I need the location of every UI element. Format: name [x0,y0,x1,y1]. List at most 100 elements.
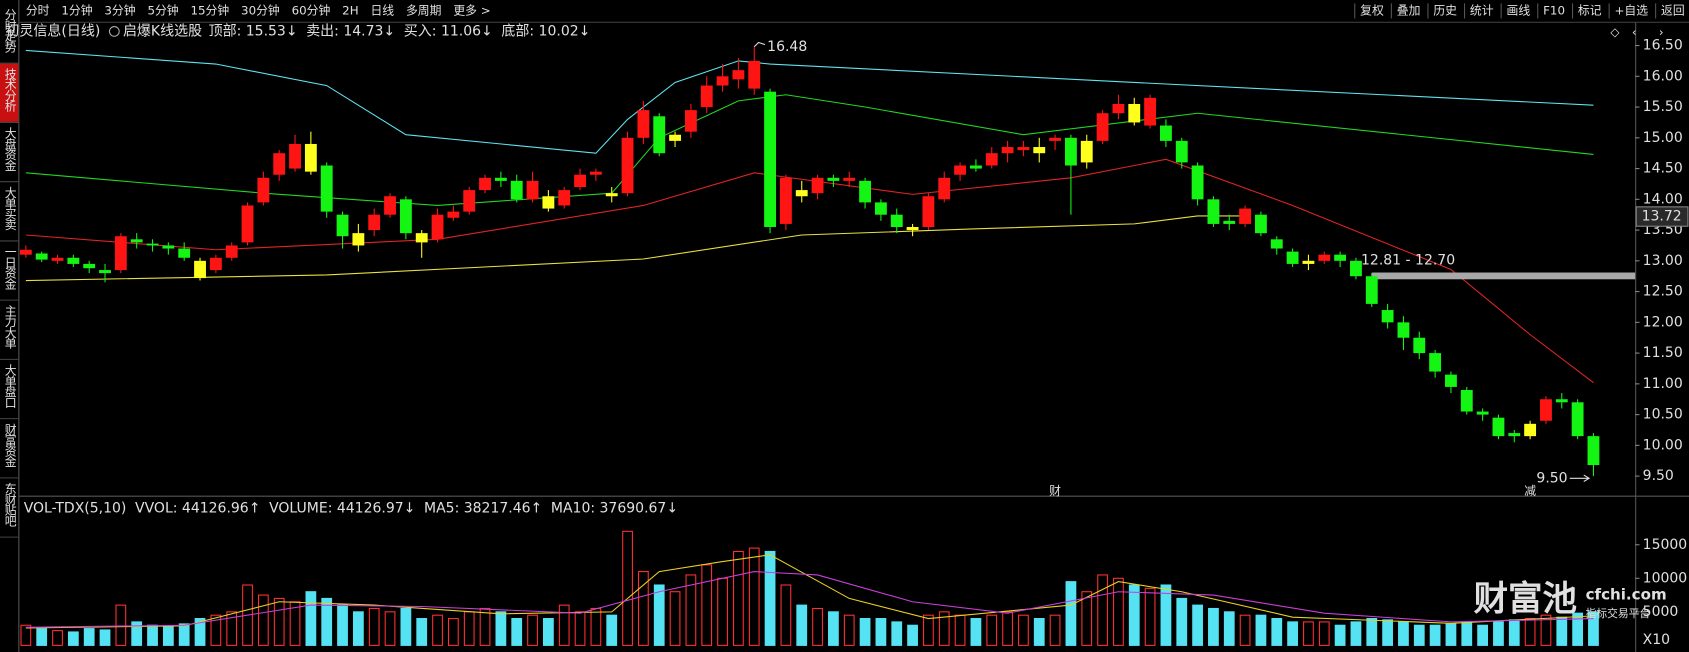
tool-button[interactable]: +自选 [1615,3,1649,17]
volume-bar [1493,621,1504,646]
volume-bar [226,611,238,646]
volume-bar [1113,577,1124,646]
volume-bar [384,611,396,646]
icon-settings[interactable]: ◇ [1610,25,1620,39]
candle-body [1460,390,1473,412]
volume-bar [352,611,364,646]
candle-body [114,236,127,271]
candle-body [241,205,254,243]
candle-body [368,214,381,231]
candle-body [1207,199,1220,224]
indicator-value: 顶部: 15.53↓ [209,23,298,39]
period-tab[interactable]: 日线 [370,3,394,17]
candle-body [257,177,270,203]
y-tick-label: 15000 [1643,537,1688,553]
candle-body [1302,260,1315,264]
tool-button[interactable]: 返回 [1661,3,1685,17]
candle-body [1175,140,1188,163]
sidebar-tab[interactable]: 大单盘口 [3,364,17,408]
tool-button[interactable]: 历史 [1433,3,1457,17]
sidebar-tab[interactable]: 大单买卖 [3,186,17,231]
last-price-label: 13.72 [1642,209,1682,225]
candle-body [922,196,935,228]
volume-header: MA5: 38217.46↑ [424,501,542,517]
period-tab[interactable]: 多周期 [406,3,442,17]
volume-bar [273,597,285,646]
candle-body [1255,214,1267,234]
candle-body [1492,417,1505,437]
period-tab[interactable]: 5分钟 [147,3,178,17]
volume-bar [20,624,32,646]
period-tab[interactable]: 3分钟 [104,3,135,17]
volume-header: VOL-TDX(5,10) [24,501,127,517]
tool-button[interactable]: 叠加 [1397,3,1421,17]
candle-body [67,257,80,264]
volume-bar [1049,614,1061,646]
volume-bar [432,614,443,646]
period-tab[interactable]: 15分钟 [190,3,229,17]
sidebar-tab[interactable]: 分时走势 [3,9,17,53]
period-tab[interactable]: 分时 [26,3,50,17]
volume-bar [1160,584,1172,646]
volume-bar [1239,614,1251,646]
candle-body [1191,165,1204,200]
volume-bar [52,630,63,646]
y-tick-label: 12.00 [1643,314,1683,330]
candle-body [99,270,111,274]
candle-body [969,165,982,169]
sidebar-tab[interactable]: 财富资金 [3,423,17,467]
volume-bar [748,547,760,646]
tool-button[interactable]: 画线 [1507,3,1531,17]
period-tab[interactable]: 60分钟 [292,3,331,17]
candle-body [1270,239,1283,249]
icon-prev[interactable]: ‹ [1632,25,1637,39]
high-pointer [753,41,766,48]
period-tab[interactable]: 30分钟 [241,3,280,17]
candle-body [795,190,808,197]
candle-body [289,143,301,169]
period-tab[interactable]: 2H [342,3,358,17]
candle-body [83,263,96,269]
tool-button[interactable]: F10 [1543,3,1565,17]
volume-bar [1223,611,1235,646]
candle-body [1555,399,1568,403]
indicator-value: 卖出: 14.73↓ [306,23,395,39]
candle-body [874,202,887,215]
volume-bar [796,604,808,646]
candle-body [732,70,745,80]
sidebar-tab[interactable]: 东财贴吧 [3,483,17,527]
volume-header: VVOL: 44126.96↑ [135,501,260,517]
candle-body [1286,251,1299,264]
unit-label: X10 [1643,632,1670,648]
volume-bar [1255,614,1267,646]
candle-body [463,190,476,212]
tool-button[interactable]: 复权 [1360,3,1384,17]
candle-body [1128,103,1141,123]
candle-body [653,116,666,154]
candle-body [906,227,919,231]
period-tab[interactable]: 1分钟 [61,3,92,17]
volume-bar [1429,624,1441,646]
candle-body [748,60,761,89]
candle-body [827,177,840,181]
tool-button[interactable]: 统计 [1470,3,1494,17]
volume-bar [242,584,253,646]
tool-button[interactable]: 标记 [1578,3,1602,17]
volume-bar [131,621,143,646]
candle-body [1096,113,1109,141]
sidebar-tab[interactable]: 技术分析 [3,68,17,113]
candle-body [764,91,776,228]
sidebar-tab[interactable]: 主力大单 [3,304,17,349]
period-tab[interactable]: 更多 > [453,3,490,17]
sidebar-tab[interactable]: 大盘资金 [3,127,17,171]
low-arrow [1569,474,1591,482]
volume-bar [1413,624,1425,646]
sidebar-tab[interactable]: 一日资金 [3,246,17,290]
candle-body [225,245,238,258]
y-tick-label: 15.00 [1643,130,1683,146]
candle-body [938,177,951,200]
volume-bar [1477,624,1489,646]
candle-body [162,245,175,249]
icon-next[interactable]: › [1659,25,1664,39]
candle-body [19,249,32,255]
